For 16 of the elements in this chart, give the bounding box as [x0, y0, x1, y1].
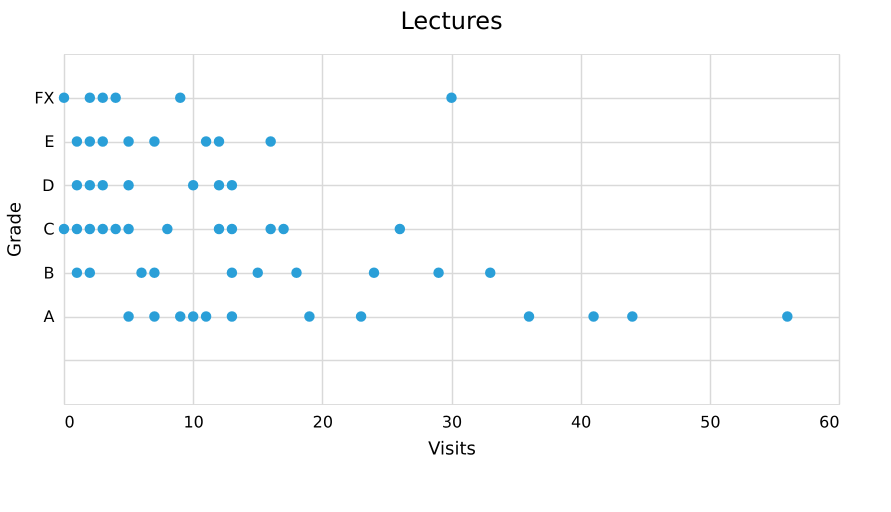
chart-title: Lectures: [400, 7, 503, 35]
x-tick-label: 60: [819, 412, 840, 432]
x-tick-label: 20: [312, 412, 334, 432]
y-tick-label: D: [42, 176, 54, 195]
x-tick-label: 30: [442, 412, 462, 432]
x-tick-label: 40: [570, 412, 592, 432]
x-tick-label: 10: [183, 412, 204, 432]
y-tick-label: A: [44, 307, 55, 326]
y-tick-label: C: [43, 220, 54, 238]
x-axis-title: Visits: [428, 438, 476, 460]
x-tick-label: 0: [64, 412, 75, 432]
y-tick-label: FX: [34, 88, 55, 108]
y-axis-title: Grade: [4, 202, 26, 257]
y-tick-label: B: [44, 263, 54, 282]
y-tick-label: E: [44, 132, 54, 151]
x-tick-label: 50: [700, 412, 721, 432]
